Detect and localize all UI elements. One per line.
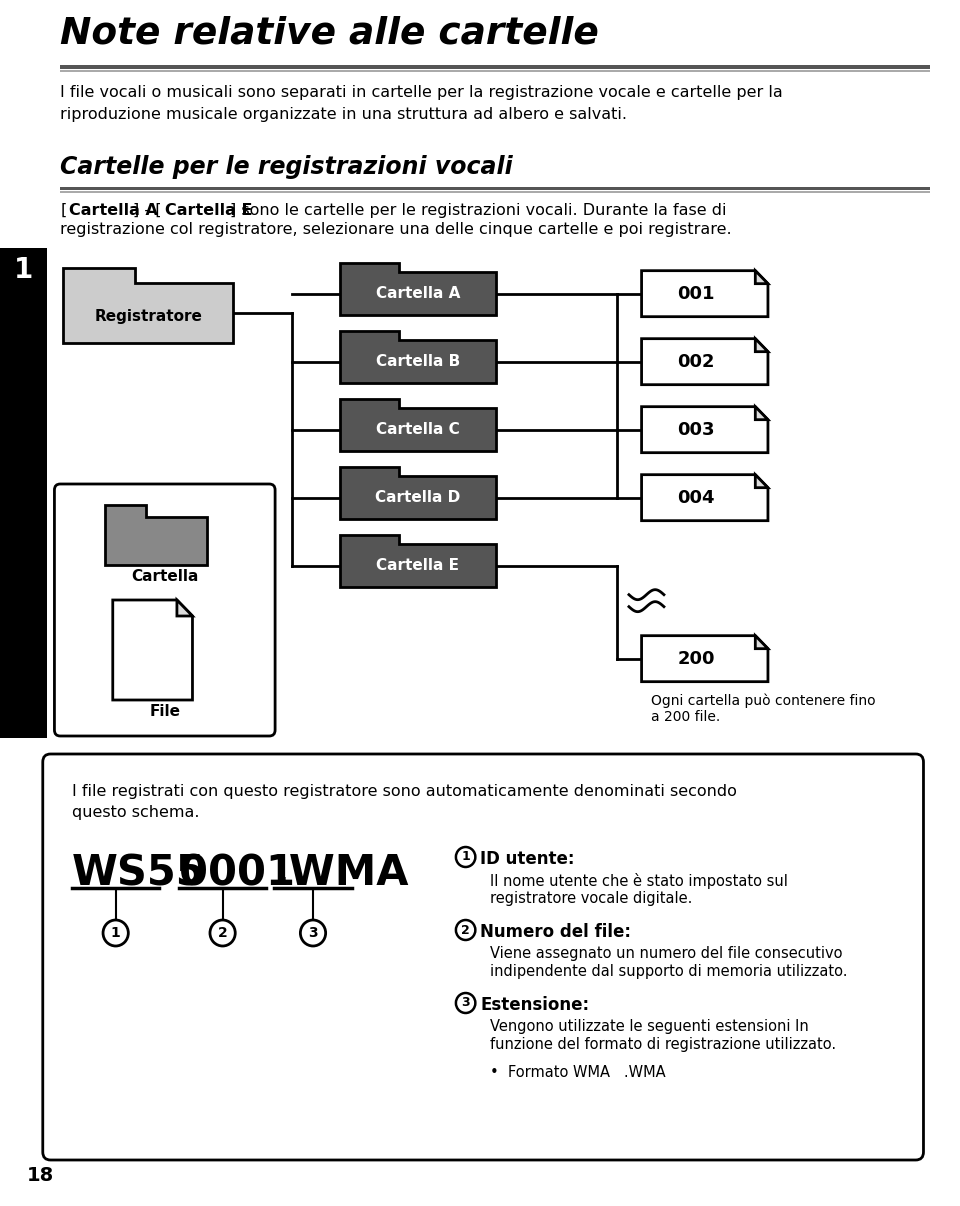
Polygon shape: [340, 535, 495, 587]
Text: 1: 1: [110, 926, 121, 939]
Text: 3: 3: [462, 996, 470, 1009]
Text: Vengono utilizzate le seguenti estensioni In: Vengono utilizzate le seguenti estension…: [490, 1019, 808, 1034]
Text: 002: 002: [677, 352, 714, 370]
Polygon shape: [340, 399, 495, 451]
Polygon shape: [641, 339, 768, 385]
Text: 0001: 0001: [179, 851, 295, 894]
FancyBboxPatch shape: [43, 754, 924, 1160]
Text: Cartella A: Cartella A: [375, 286, 460, 302]
Text: Registratore: Registratore: [94, 309, 203, 324]
Circle shape: [300, 920, 325, 946]
Text: 1: 1: [13, 256, 33, 283]
Text: ID utente:: ID utente:: [480, 850, 575, 868]
Bar: [60, 65, 930, 69]
Text: Cartella C: Cartella C: [376, 422, 460, 438]
Text: I file registrati con questo registratore sono automaticamente denominati second: I file registrati con questo registrator…: [72, 784, 737, 820]
Text: Il nome utente che è stato impostato sul: Il nome utente che è stato impostato sul: [490, 873, 788, 889]
Text: registrazione col registratore, selezionare una delle cinque cartelle e poi regi: registrazione col registratore, selezion…: [60, 222, 732, 238]
Text: Cartella A: Cartella A: [69, 203, 157, 218]
Text: ] - [: ] - [: [133, 203, 161, 218]
Polygon shape: [641, 475, 768, 521]
Polygon shape: [340, 330, 495, 384]
Circle shape: [210, 920, 235, 946]
Bar: [60, 70, 930, 72]
Text: indipendente dal supporto di memoria utilizzato.: indipendente dal supporto di memoria uti…: [490, 964, 848, 979]
Text: Numero del file:: Numero del file:: [480, 923, 632, 941]
Text: Cartelle per le registrazioni vocali: Cartelle per le registrazioni vocali: [60, 156, 513, 178]
Polygon shape: [641, 406, 768, 452]
Polygon shape: [641, 636, 768, 681]
Polygon shape: [177, 601, 192, 616]
Text: 18: 18: [27, 1166, 55, 1185]
Circle shape: [456, 993, 475, 1013]
Bar: [0, 248, 47, 738]
Text: funzione del formato di registrazione utilizzato.: funzione del formato di registrazione ut…: [490, 1037, 836, 1052]
Text: Cartella B: Cartella B: [376, 355, 460, 369]
Text: 3: 3: [308, 926, 318, 939]
FancyBboxPatch shape: [55, 484, 276, 736]
Text: 2: 2: [461, 924, 470, 937]
Text: Ogni cartella può contenere fino
a 200 file.: Ogni cartella può contenere fino a 200 f…: [651, 693, 876, 725]
Text: Note relative alle cartelle: Note relative alle cartelle: [60, 14, 599, 51]
Circle shape: [456, 920, 475, 939]
Text: WS55: WS55: [72, 851, 205, 894]
Text: [: [: [60, 203, 66, 218]
Text: •  Formato WMA   .WMA: • Formato WMA .WMA: [490, 1065, 665, 1081]
Text: .WMA: .WMA: [275, 851, 410, 894]
Polygon shape: [105, 505, 207, 564]
Polygon shape: [756, 406, 768, 420]
Text: Cartella D: Cartella D: [375, 490, 461, 505]
Polygon shape: [756, 339, 768, 352]
Text: Viene assegnato un numero del file consecutivo: Viene assegnato un numero del file conse…: [490, 946, 843, 961]
Circle shape: [456, 847, 475, 867]
Text: 003: 003: [677, 421, 714, 439]
Bar: [60, 191, 930, 193]
Polygon shape: [756, 270, 768, 283]
Text: Estensione:: Estensione:: [480, 996, 589, 1014]
Bar: [60, 187, 930, 191]
Text: File: File: [149, 704, 180, 719]
Polygon shape: [340, 263, 495, 315]
Text: Note relative alle cartelle: Note relative alle cartelle: [8, 434, 21, 592]
Text: Cartella E: Cartella E: [376, 558, 460, 573]
Text: registratore vocale digitale.: registratore vocale digitale.: [490, 891, 692, 906]
Text: ] sono le cartelle per le registrazioni vocali. Durante la fase di: ] sono le cartelle per le registrazioni …: [230, 203, 727, 218]
Text: Cartella: Cartella: [132, 569, 199, 584]
Polygon shape: [756, 636, 768, 649]
Polygon shape: [340, 467, 495, 519]
Text: I file vocali o musicali sono separati in cartelle per la registrazione vocale e: I file vocali o musicali sono separati i…: [60, 84, 783, 122]
Text: 2: 2: [218, 926, 228, 939]
Text: 004: 004: [677, 488, 714, 507]
Polygon shape: [756, 475, 768, 487]
Text: 001: 001: [677, 285, 714, 303]
Polygon shape: [641, 270, 768, 317]
Text: 1: 1: [461, 850, 470, 863]
Text: Cartella E: Cartella E: [165, 203, 252, 218]
Polygon shape: [112, 601, 192, 699]
Polygon shape: [63, 268, 233, 343]
Text: 200: 200: [677, 650, 714, 668]
Circle shape: [103, 920, 129, 946]
